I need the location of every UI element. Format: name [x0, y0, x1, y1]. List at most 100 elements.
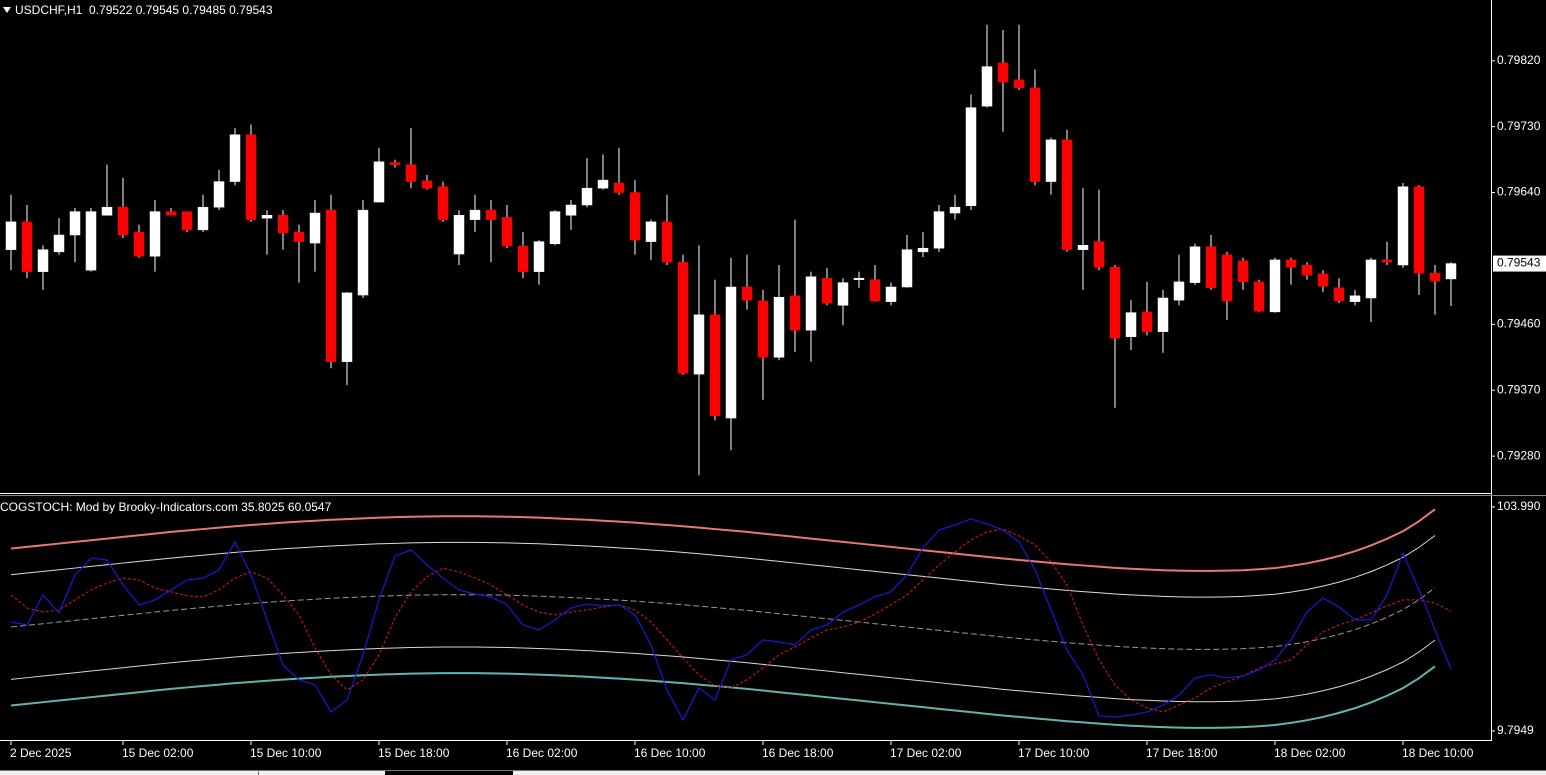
- candle-body: [469, 209, 481, 220]
- candle-body: [1317, 273, 1329, 287]
- candle-body: [405, 164, 417, 182]
- candle-body: [613, 182, 625, 193]
- y-tick-label: 0.79820: [1497, 53, 1541, 67]
- x-tick-label: 17 Dec 02:00: [890, 746, 962, 760]
- candle-body: [133, 231, 145, 257]
- candle-body: [1413, 186, 1425, 274]
- candle-body: [853, 277, 865, 280]
- candle-body: [117, 206, 129, 236]
- indicator-line: [10, 587, 1436, 650]
- candle-body: [1429, 272, 1441, 282]
- candle-body: [805, 276, 817, 331]
- candle-body: [1285, 259, 1297, 268]
- candle-body: [789, 295, 801, 331]
- indicator-line: [10, 528, 1452, 713]
- chart-tab[interactable]: [0, 771, 385, 775]
- x-tick-label: 18 Dec 10:00: [1402, 746, 1474, 760]
- plot-layer: [5, 24, 1457, 729]
- candle-body: [1125, 312, 1137, 338]
- candle-body: [357, 209, 369, 296]
- x-tick-label: 2 Dec 2025: [10, 746, 72, 760]
- candle-body: [85, 211, 97, 271]
- candle-body: [997, 62, 1009, 83]
- candle-body: [1045, 139, 1057, 182]
- candle-body: [213, 181, 225, 208]
- y-tick-label: 0.79730: [1497, 119, 1541, 133]
- current-price-label: 0.79543: [1497, 256, 1541, 270]
- candle-body: [389, 162, 401, 165]
- scrollbar[interactable]: [513, 771, 1546, 775]
- candle-body: [277, 215, 289, 234]
- y-tick-label: 9.7949: [1497, 723, 1534, 737]
- candle-body: [1221, 254, 1233, 302]
- candle-body: [517, 245, 529, 272]
- y-tick-label: 0.79370: [1497, 382, 1541, 396]
- candle-body: [1013, 79, 1025, 89]
- x-tick-label: 17 Dec 10:00: [1018, 746, 1090, 760]
- candle-body: [1029, 87, 1041, 182]
- candle-body: [1077, 245, 1089, 250]
- x-tick-label: 15 Dec 18:00: [378, 746, 450, 760]
- candle-body: [1253, 281, 1265, 312]
- candle-body: [1061, 139, 1073, 250]
- candle-body: [421, 180, 433, 189]
- candle-body: [581, 187, 593, 206]
- candle-body: [837, 282, 849, 306]
- symbol-menu-arrow[interactable]: [3, 7, 11, 13]
- candle-body: [309, 212, 321, 244]
- indicator-line: [10, 639, 1436, 703]
- candle-body: [709, 314, 721, 417]
- indicator-line: [10, 535, 1436, 598]
- candle-body: [965, 107, 977, 206]
- candle-body: [1237, 260, 1249, 283]
- candle-body: [1269, 259, 1281, 313]
- candle-body: [437, 186, 449, 220]
- candle-body: [565, 204, 577, 216]
- candle-body: [5, 221, 17, 250]
- candle-body: [1141, 311, 1153, 332]
- candle-body: [693, 314, 705, 375]
- candle-body: [645, 221, 657, 242]
- y-tick-label: 0.79640: [1497, 185, 1541, 199]
- candle-body: [69, 211, 81, 236]
- x-tick-label: 16 Dec 18:00: [762, 746, 834, 760]
- candle-body: [885, 286, 897, 302]
- candle-body: [1205, 246, 1217, 288]
- current-price-box: [1493, 255, 1546, 272]
- y-tick-label: 0.79280: [1497, 448, 1541, 462]
- candle-body: [869, 279, 881, 302]
- candle-body: [1445, 263, 1457, 280]
- candle-body: [1397, 186, 1409, 266]
- candle-body: [501, 217, 513, 247]
- candle-body: [981, 66, 993, 107]
- indicator-title: COGSTOCH: Mod by Brooky-Indicators.com 3…: [0, 500, 332, 514]
- candle-body: [149, 211, 161, 257]
- candle-body: [197, 206, 209, 231]
- candle-body: [293, 231, 305, 242]
- candle-body: [629, 192, 641, 241]
- candle-body: [949, 206, 961, 214]
- candle-body: [229, 134, 241, 182]
- candle-body: [1189, 246, 1201, 283]
- candle-body: [1349, 295, 1361, 302]
- candle-body: [741, 286, 753, 301]
- candle-body: [37, 249, 49, 272]
- candle-body: [101, 206, 113, 216]
- x-tick-label: 15 Dec 02:00: [122, 746, 194, 760]
- candle-body: [773, 297, 785, 358]
- candle-body: [661, 221, 673, 263]
- candle-body: [485, 209, 497, 220]
- candle-body: [917, 247, 929, 253]
- candle-body: [533, 241, 545, 272]
- candle-body: [1109, 266, 1121, 339]
- x-tick-label: 15 Dec 10:00: [250, 746, 322, 760]
- candle-body: [1093, 241, 1105, 268]
- y-tick-label: 0.79460: [1497, 317, 1541, 331]
- indicator-line: [10, 508, 1436, 572]
- candle-body: [53, 234, 65, 253]
- candle-body: [933, 211, 945, 249]
- candle-body: [165, 211, 177, 216]
